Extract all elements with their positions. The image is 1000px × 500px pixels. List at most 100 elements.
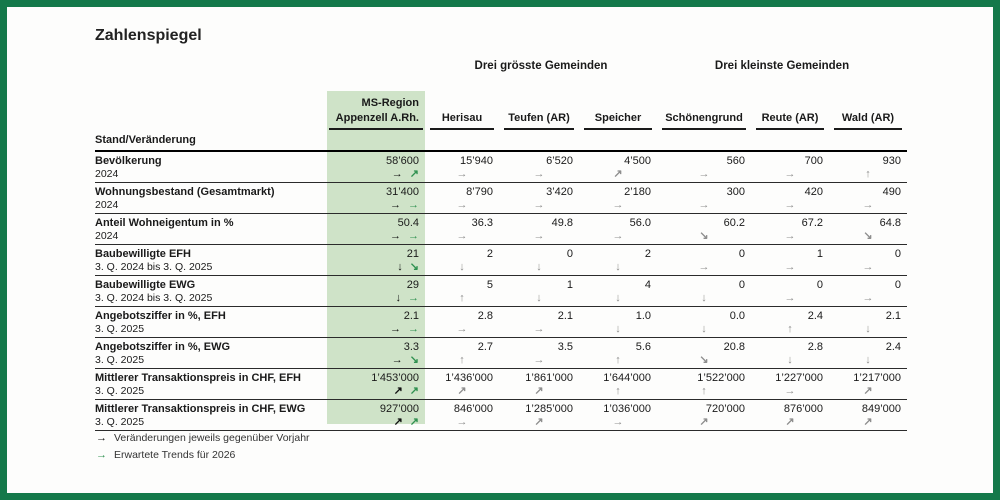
cell-value: 420	[804, 185, 823, 198]
municipality-value-cell: 0 →	[751, 275, 829, 307]
row-label-cell: Baubewilligte EWG 3. Q. 2024 bis 3. Q. 20…	[95, 275, 327, 307]
green-up-right-arrow-icon: ↗	[409, 415, 419, 428]
gray-down-arrow-icon: ↓	[865, 353, 871, 366]
gray-right-arrow-icon: →	[784, 384, 796, 397]
group-header-largest: Drei grösste Gemeinden	[474, 60, 608, 72]
gray-down-right-arrow-icon: ↘	[699, 353, 709, 366]
trend-arrow: ↗	[829, 416, 907, 429]
table-row: Bevölkerung 2024 58’600 → ↗ 15’940 → 6’520 → 4’50…	[95, 151, 907, 183]
page-title: Zahlenspiegel	[95, 27, 202, 44]
gray-up-arrow-icon: ↑	[615, 384, 621, 397]
cell-value: 21	[406, 247, 419, 260]
trend-arrow: ↓	[657, 323, 751, 336]
legend-text: Erwartete Trends für 2026	[114, 449, 236, 461]
ms-region-label-line1: MS-Region	[361, 97, 419, 110]
gray-down-arrow-icon: ↓	[865, 322, 871, 335]
municipality-value-cell: 2.8 →	[425, 306, 499, 338]
column-header-speicher: Speicher	[579, 86, 657, 130]
cell-value: 300	[726, 185, 745, 198]
municipality-value-cell: 2.4 ↓	[829, 337, 907, 369]
municipality-value-cell: 8’790 →	[425, 182, 499, 214]
municipality-value-cell: 4 ↓	[579, 275, 657, 307]
row-period: 3. Q. 2025	[95, 384, 145, 397]
gray-up-right-arrow-icon: ↗	[863, 415, 873, 428]
table-row: Baubewilligte EWG 3. Q. 2024 bis 3. Q. 20…	[95, 275, 907, 307]
gray-down-right-arrow-icon: ↘	[699, 229, 709, 242]
trend-arrow: →	[425, 199, 499, 212]
trend-arrow: ↓	[579, 261, 657, 274]
gray-right-arrow-icon: →	[784, 260, 796, 273]
trend-arrow: ↓	[657, 292, 751, 305]
municipality-value-cell: 876’000 ↗	[751, 399, 829, 431]
trend-arrow: →	[499, 168, 579, 181]
municipality-value-cell: 1’644’000 ↑	[579, 368, 657, 400]
gray-up-right-arrow-icon: ↗	[457, 384, 467, 397]
municipality-value-cell: 60.2 ↘	[657, 213, 751, 245]
trend-arrow: →	[499, 230, 579, 243]
municipality-value-cell: 1’861’000 ↗	[499, 368, 579, 400]
trend-arrow: →	[425, 416, 499, 429]
municipality-value-cell: 1.0 ↓	[579, 306, 657, 338]
cell-value: 927’000	[379, 402, 419, 415]
black-right-arrow-icon: →	[390, 229, 401, 242]
row-label: Baubewilligte EFH	[95, 247, 191, 260]
gray-down-arrow-icon: ↓	[787, 353, 793, 366]
row-label-cell: Baubewilligte EFH 3. Q. 2024 bis 3. Q. 20…	[95, 244, 327, 276]
black-right-arrow-icon: →	[390, 322, 401, 335]
trend-arrow: ↓	[829, 323, 907, 336]
trend-arrow: →	[425, 230, 499, 243]
cell-value: 60.2	[723, 216, 745, 229]
table-row: Angebotsziffer in %, EWG 3. Q. 2025 3.3 → ↘ 2…	[95, 337, 907, 369]
trend-arrow: ↓	[425, 261, 499, 274]
ms-region-value-cell: 1’453’000 ↗ ↗	[327, 368, 425, 400]
cell-value: 560	[726, 155, 745, 167]
cell-value: 67.2	[801, 216, 823, 229]
municipality-value-cell: 846’000 →	[425, 399, 499, 431]
row-label-cell: Angebotsziffer in %, EFH 3. Q. 2025	[95, 306, 327, 338]
cell-value: 0	[894, 247, 901, 260]
trend-arrow: ↓	[579, 292, 657, 305]
row-label: Mittlerer Transaktionspreis in CHF, EWG	[95, 402, 306, 415]
cell-value: 36.3	[471, 216, 493, 229]
cell-value: 15’940	[459, 155, 493, 167]
cell-value: 50.4	[397, 216, 419, 229]
municipality-value-cell: 6’520 →	[499, 151, 579, 183]
municipality-value-cell: 2.1 ↓	[829, 306, 907, 338]
cell-value: 1’861’000	[525, 371, 573, 384]
row-label: Baubewilligte EWG	[95, 278, 196, 291]
cell-value: 2.1	[557, 309, 573, 322]
trend-arrow: ↗	[425, 385, 499, 398]
cell-value: 0	[566, 247, 573, 260]
municipality-value-cell: 849’000 ↗	[829, 399, 907, 431]
ms-region-value-cell: 927’000 ↗ ↗	[327, 399, 425, 431]
cell-value: 0	[894, 278, 901, 291]
legend: → Veränderungen jeweils gegenüber Vorjahr…	[96, 430, 310, 464]
gray-up-arrow-icon: ↑	[787, 322, 793, 335]
cell-value: 64.8	[879, 216, 901, 229]
municipality-value-cell: 2’180 →	[579, 182, 657, 214]
municipality-value-cell: 56.0 →	[579, 213, 657, 245]
gray-right-arrow-icon: →	[698, 168, 710, 180]
cell-value: 3.5	[557, 340, 573, 353]
trend-arrow: ↗	[579, 168, 657, 181]
gray-right-arrow-icon: →	[533, 229, 545, 242]
trend-arrow: →	[425, 168, 499, 181]
table-body: Bevölkerung 2024 58’600 → ↗ 15’940 → 6’520 → 4’50…	[95, 151, 907, 431]
trend-arrow: ↗	[499, 385, 579, 398]
gray-right-arrow-icon: →	[533, 168, 545, 180]
table-row: Mittlerer Transaktionspreis in CHF, EWG 3…	[95, 399, 907, 431]
municipality-value-cell: 49.8 →	[499, 213, 579, 245]
municipality-value-cell: 2 ↓	[579, 244, 657, 276]
gray-up-right-arrow-icon: ↗	[613, 168, 623, 180]
cell-value: 6’520	[546, 155, 573, 167]
gray-right-arrow-icon: →	[862, 198, 874, 211]
gray-down-arrow-icon: ↓	[615, 291, 621, 304]
ms-region-value-cell: 58’600 → ↗	[327, 151, 425, 183]
trend-arrow: ↑	[657, 385, 751, 398]
cell-value: 5.6	[635, 340, 651, 353]
black-right-arrow-icon: →	[96, 432, 107, 444]
green-up-right-arrow-icon: ↗	[409, 384, 419, 397]
municipality-value-cell: 420 →	[751, 182, 829, 214]
trend-arrow: →	[829, 261, 907, 274]
municipality-value-cell: 930 ↑	[829, 151, 907, 183]
